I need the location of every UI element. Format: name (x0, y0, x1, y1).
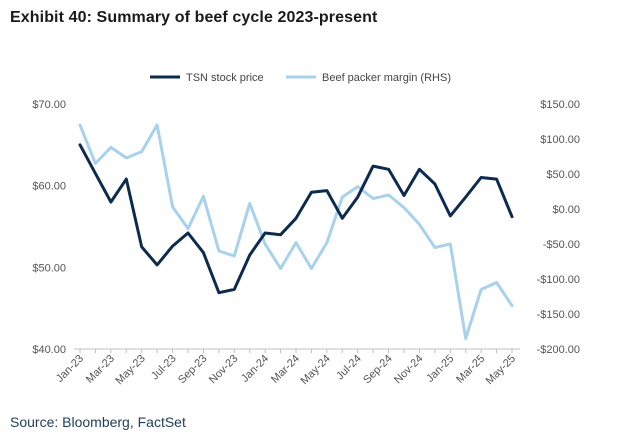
x-tick-label: May-23 (113, 353, 147, 387)
x-tick-label: Nov-23 (207, 353, 241, 387)
y-left-tick-label: $50.00 (32, 262, 66, 274)
x-tick-label: Jan-24 (239, 353, 271, 385)
x-tick-label: Nov-24 (392, 353, 426, 387)
legend: TSN stock price Beef packer margin (RHS) (150, 72, 451, 84)
y-right-tick-label: $150.00 (540, 99, 580, 111)
y-left-tick-label: $60.00 (32, 181, 66, 193)
y-left-tick-label: $40.00 (32, 344, 66, 356)
x-tick-label: Mar-24 (269, 353, 302, 386)
x-tick-label: Jul-23 (149, 353, 179, 383)
x-tick-label: Sep-24 (361, 353, 395, 387)
y-right-tick-label: -$100.00 (537, 274, 580, 286)
y-axis-left: $40.00 $50.00 $60.00 $70.00 (32, 99, 66, 356)
x-tick-label: Jan-25 (424, 353, 456, 385)
series-line-tsn (78, 143, 514, 295)
y-right-tick-label: -$150.00 (537, 309, 580, 321)
y-axis-right: -$200.00 -$150.00 -$100.00 -$50.00 $0.00 $50.… (537, 99, 580, 356)
x-tick-label: May-25 (484, 353, 518, 387)
x-tick-label: Mar-23 (84, 353, 117, 386)
x-tick-label: Jul-24 (334, 353, 364, 383)
y-right-tick-label: $50.00 (546, 169, 580, 181)
x-tick-label: Mar-25 (454, 353, 487, 386)
y-right-tick-label: $0.00 (552, 204, 580, 216)
series-lines (78, 123, 514, 340)
x-tick-label: Jan-23 (54, 353, 86, 385)
series-line-margin (78, 123, 514, 340)
y-right-tick-label: $100.00 (540, 134, 580, 146)
chart-title: Exhibit 40: Summary of beef cycle 2023-p… (10, 9, 378, 26)
x-tick-label: Sep-23 (176, 353, 210, 387)
y-right-tick-label: -$50.00 (543, 239, 580, 251)
y-left-tick-label: $70.00 (32, 99, 66, 111)
x-tick-label: May-24 (299, 353, 333, 387)
legend-label-tsn: TSN stock price (186, 72, 264, 84)
source-note: Source: Bloomberg, FactSet (10, 414, 186, 430)
legend-label-margin: Beef packer margin (RHS) (322, 72, 451, 84)
y-right-tick-label: -$200.00 (537, 344, 580, 356)
